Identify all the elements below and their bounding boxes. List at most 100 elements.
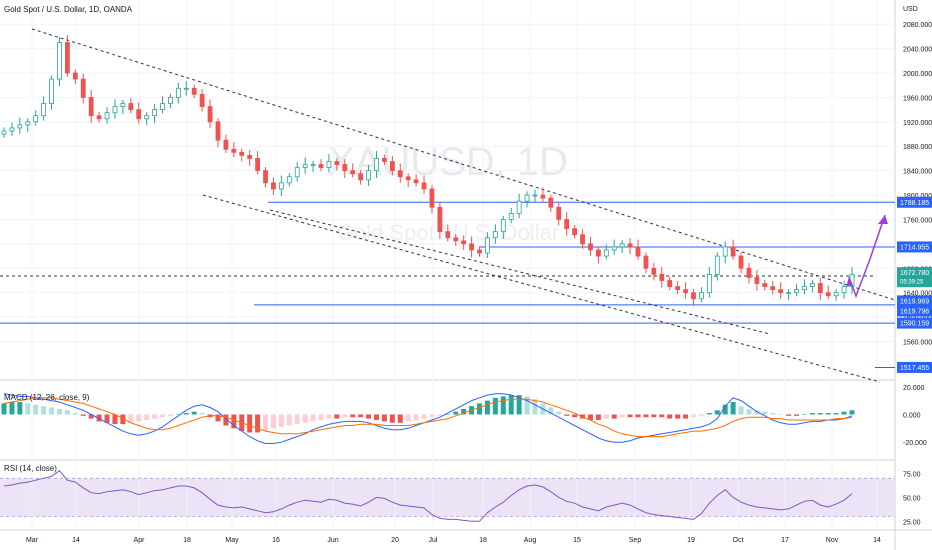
macd-histogram-bar (381, 414, 387, 422)
candle-body (160, 103, 165, 111)
macd-histogram-bar (112, 414, 118, 425)
candle-body (310, 164, 316, 166)
macd-histogram-bar (175, 414, 181, 415)
candle-body (382, 158, 387, 162)
candle-body (485, 237, 490, 254)
candle-body (572, 228, 578, 236)
candle-body (556, 206, 562, 220)
macd-histogram-bar (429, 414, 435, 418)
macd-histogram-bar (556, 411, 562, 415)
macd-histogram-bar (33, 404, 39, 415)
macd-histogram-bar (635, 414, 641, 418)
candle-body (168, 97, 173, 104)
macd-histogram-bar (358, 414, 364, 418)
time-tick-label: Sep (629, 537, 642, 544)
price-tick-label: 1880.000 (903, 144, 932, 151)
macd-histogram-bar (445, 414, 451, 415)
macd-histogram-bar (437, 414, 443, 416)
macd-histogram-bar (397, 414, 403, 423)
candle-body (667, 280, 673, 287)
currency-label: USD (903, 6, 918, 13)
macd-histogram-bar (294, 414, 300, 425)
rsi-pane (0, 470, 895, 522)
macd-histogram-bar (120, 414, 126, 425)
time-tick-label: Mar (26, 537, 39, 544)
candle-body (397, 170, 403, 178)
horizontal-level-lines (0, 201, 895, 368)
macd-histogram-bar (706, 413, 712, 415)
macd-histogram-bar (318, 414, 324, 420)
macd-histogram-bar (41, 406, 47, 415)
candle-body (794, 289, 799, 294)
candle-body (239, 151, 245, 156)
candle-body (263, 170, 268, 184)
candle-body (754, 277, 760, 284)
rsi-legend: RSI (14, close) (4, 464, 57, 473)
time-tick-label: 14 (873, 537, 881, 544)
macd-histogram-bar (56, 408, 62, 415)
candle-body (746, 267, 752, 278)
candle-body (524, 194, 530, 202)
candle-body (516, 200, 522, 214)
macd-histogram-bar (72, 413, 78, 415)
candle-body (580, 234, 585, 245)
candle-body (350, 170, 356, 175)
macd-histogram-bar (405, 414, 411, 422)
candle-body (112, 106, 118, 114)
macd-histogram-bar (500, 396, 506, 415)
macd-histogram-bar (746, 408, 752, 415)
candle-body (802, 286, 807, 291)
price-tick-label: 1640.000 (903, 291, 932, 298)
macd-histogram-bar (255, 414, 261, 433)
macd-tick-label: 0.000 (903, 412, 921, 419)
candle-body (548, 197, 554, 208)
candle-body (96, 115, 102, 120)
macd-histogram-bar (270, 414, 276, 429)
macd-histogram-bar (698, 414, 704, 416)
candle-body (532, 194, 538, 197)
arrow-head-upper (878, 215, 888, 224)
candle-body (762, 283, 768, 287)
macd-histogram-bar (754, 410, 760, 415)
candle-body (500, 219, 506, 233)
candle-body (374, 158, 379, 172)
price-label-box (897, 196, 932, 208)
macd-histogram-bar (278, 414, 284, 427)
macd-histogram-bar (801, 414, 807, 415)
price-label-box (897, 241, 932, 253)
macd-histogram-bar (334, 414, 340, 419)
time-tick-label: 18 (183, 537, 191, 544)
candle-body (659, 273, 665, 281)
arrow-head-lower (846, 277, 853, 287)
macd-histogram-bar (683, 414, 689, 419)
candle-body (429, 188, 435, 208)
candle-body (215, 121, 221, 141)
time-tick-label: 20 (391, 537, 399, 544)
macd-histogram-bar (619, 414, 625, 418)
macd-line (3, 393, 853, 444)
macd-histogram-bar (342, 414, 348, 418)
time-tick-label: Apr (134, 537, 146, 544)
macd-histogram-bar (96, 414, 102, 422)
candle-body (199, 93, 205, 107)
macd-histogram-bar (366, 414, 372, 419)
macd-histogram-bar (825, 413, 831, 415)
time-tick-label: 16 (272, 537, 280, 544)
middle-trendline (269, 209, 771, 335)
candle-body (152, 109, 157, 117)
macd-histogram-bar (64, 410, 70, 415)
candle-body (9, 127, 15, 132)
macd-histogram-bar (778, 414, 784, 415)
macd-histogram-bar (9, 402, 15, 415)
candle-body (627, 243, 633, 248)
candle-body (302, 164, 308, 168)
rsi-tick-label: 25.00 (903, 519, 921, 526)
macd-histogram-bar (580, 414, 586, 419)
price-label-box (897, 305, 932, 317)
candle-body (88, 97, 94, 117)
rsi-tick-label: 75.00 (903, 472, 921, 479)
macd-histogram-bar (738, 406, 744, 415)
candle-body (675, 286, 681, 291)
candle-body (223, 139, 229, 150)
